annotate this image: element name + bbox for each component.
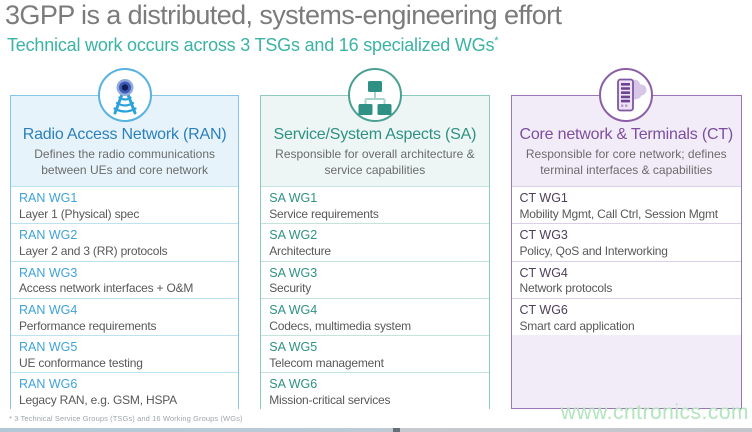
wg-row: SA WG2 Architecture xyxy=(261,223,489,261)
wg-name: CT WG6 xyxy=(519,302,568,317)
wg-row: CT WG4 Network protocols xyxy=(511,260,742,298)
wg-name: CT WG3 xyxy=(519,228,568,243)
wg-row: RAN WG1 Layer 1 (Physical) spec xyxy=(11,186,239,224)
panel-title-ran: Radio Access Network (RAN) xyxy=(22,126,227,143)
panel-ran: Radio Access Network (RAN) Defines the r… xyxy=(10,68,240,410)
wg-description: Layer 2 and 3 (RR) protocols xyxy=(19,243,168,258)
wg-name: SA WG2 xyxy=(269,228,318,243)
wg-row: CT WG3 Policy, QoS and Interworking xyxy=(511,223,742,261)
panel-title-ct: Core network & Terminals (CT) xyxy=(519,126,734,143)
wg-description: Policy, QoS and Interworking xyxy=(519,243,668,258)
wg-row: SA WG1 Service requirements xyxy=(261,186,489,224)
footnote-marker: * xyxy=(494,35,499,47)
bottom-edge-strip xyxy=(0,428,752,432)
wg-name: RAN WG5 xyxy=(19,340,78,355)
wg-name: RAN WG3 xyxy=(19,265,78,280)
wg-description: Legacy RAN, e.g. GSM, HSPA xyxy=(19,393,177,408)
wg-list-sa: SA WG1 Service requirements SA WG2 Archi… xyxy=(261,186,489,410)
wg-row: RAN WG6 Legacy RAN, e.g. GSM, HSPA xyxy=(11,372,239,410)
panel-description-ct: Responsible for core network; defines te… xyxy=(525,147,727,177)
panel-description-ran: Defines the radio communications between… xyxy=(34,147,215,177)
wg-description: Telecom management xyxy=(269,355,384,370)
tsg-columns: Radio Access Network (RAN) Defines the r… xyxy=(10,68,743,410)
wg-name: RAN WG2 xyxy=(19,228,78,243)
wg-description: Smart card application xyxy=(519,318,635,333)
wg-name: SA WG5 xyxy=(269,340,318,355)
wg-description: Layer 1 (Physical) spec xyxy=(19,206,140,221)
page-subtitle: Technical work occurs across 3 TSGs and … xyxy=(7,35,499,56)
wg-name: SA WG1 xyxy=(269,191,318,205)
panel-sa: Service/System Aspects (SA) Responsible … xyxy=(260,68,490,410)
wg-row: SA WG5 Telecom management xyxy=(261,335,489,373)
org-chart-icon xyxy=(347,68,402,122)
watermark: www.cntronics.com xyxy=(560,401,749,424)
wg-description: Mobility Mgmt, Call Ctrl, Session Mgmt xyxy=(519,206,719,221)
wg-name: CT WG1 xyxy=(519,191,568,205)
bottom-edge-notch xyxy=(393,428,400,432)
wg-row: RAN WG5 UE conformance testing xyxy=(11,335,239,373)
wg-description: Codecs, multimedia system xyxy=(269,318,411,333)
wg-row: SA WG3 Security xyxy=(261,260,489,298)
wg-row: SA WG6 Mission-critical services xyxy=(261,372,489,410)
wg-description: Security xyxy=(269,281,311,296)
wg-name: RAN WG1 xyxy=(19,191,78,205)
panel-ct: Core network & Terminals (CT) Responsibl… xyxy=(510,68,743,409)
wg-name: SA WG6 xyxy=(269,377,318,392)
wg-description: Architecture xyxy=(269,243,331,258)
wg-name: SA WG3 xyxy=(269,265,318,280)
wg-description: UE conformance testing xyxy=(19,355,143,370)
page-subtitle-text: Technical work occurs across 3 TSGs and … xyxy=(7,35,495,55)
wg-name: SA WG4 xyxy=(269,302,318,317)
wg-row: CT WG1 Mobility Mgmt, Call Ctrl, Session… xyxy=(511,186,742,224)
wg-list-ran: RAN WG1 Layer 1 (Physical) spec RAN WG2 … xyxy=(11,186,239,410)
wg-row: CT WG6 Smart card application xyxy=(511,297,742,336)
antenna-icon xyxy=(97,68,152,122)
wg-description: Mission-critical services xyxy=(269,393,391,408)
wg-description: Performance requirements xyxy=(19,318,157,333)
wg-name: RAN WG4 xyxy=(19,302,78,317)
wg-list-ct: CT WG1 Mobility Mgmt, Call Ctrl, Session… xyxy=(511,186,742,336)
wg-description: Access network interfaces + O&M xyxy=(19,281,194,296)
wg-row: RAN WG4 Performance requirements xyxy=(11,297,239,336)
wg-description: Service requirements xyxy=(269,206,379,221)
panel-title-sa: Service/System Aspects (SA) xyxy=(273,126,477,143)
server-cloud-icon xyxy=(599,68,654,122)
wg-name: RAN WG6 xyxy=(19,377,78,392)
wg-description: Network protocols xyxy=(519,281,613,296)
panel-description-sa: Responsible for overall architecture & s… xyxy=(275,147,475,177)
wg-row: RAN WG2 Layer 2 and 3 (RR) protocols xyxy=(11,223,239,261)
wg-name: CT WG4 xyxy=(519,265,568,280)
page-title: 3GPP is a distributed, systems-engineeri… xyxy=(5,0,562,30)
footnote: * 3 Technical Service Groups (TSGs) and … xyxy=(9,414,243,423)
wg-row: SA WG4 Codecs, multimedia system xyxy=(261,297,489,336)
wg-row: RAN WG3 Access network interfaces + O&M xyxy=(11,260,239,298)
